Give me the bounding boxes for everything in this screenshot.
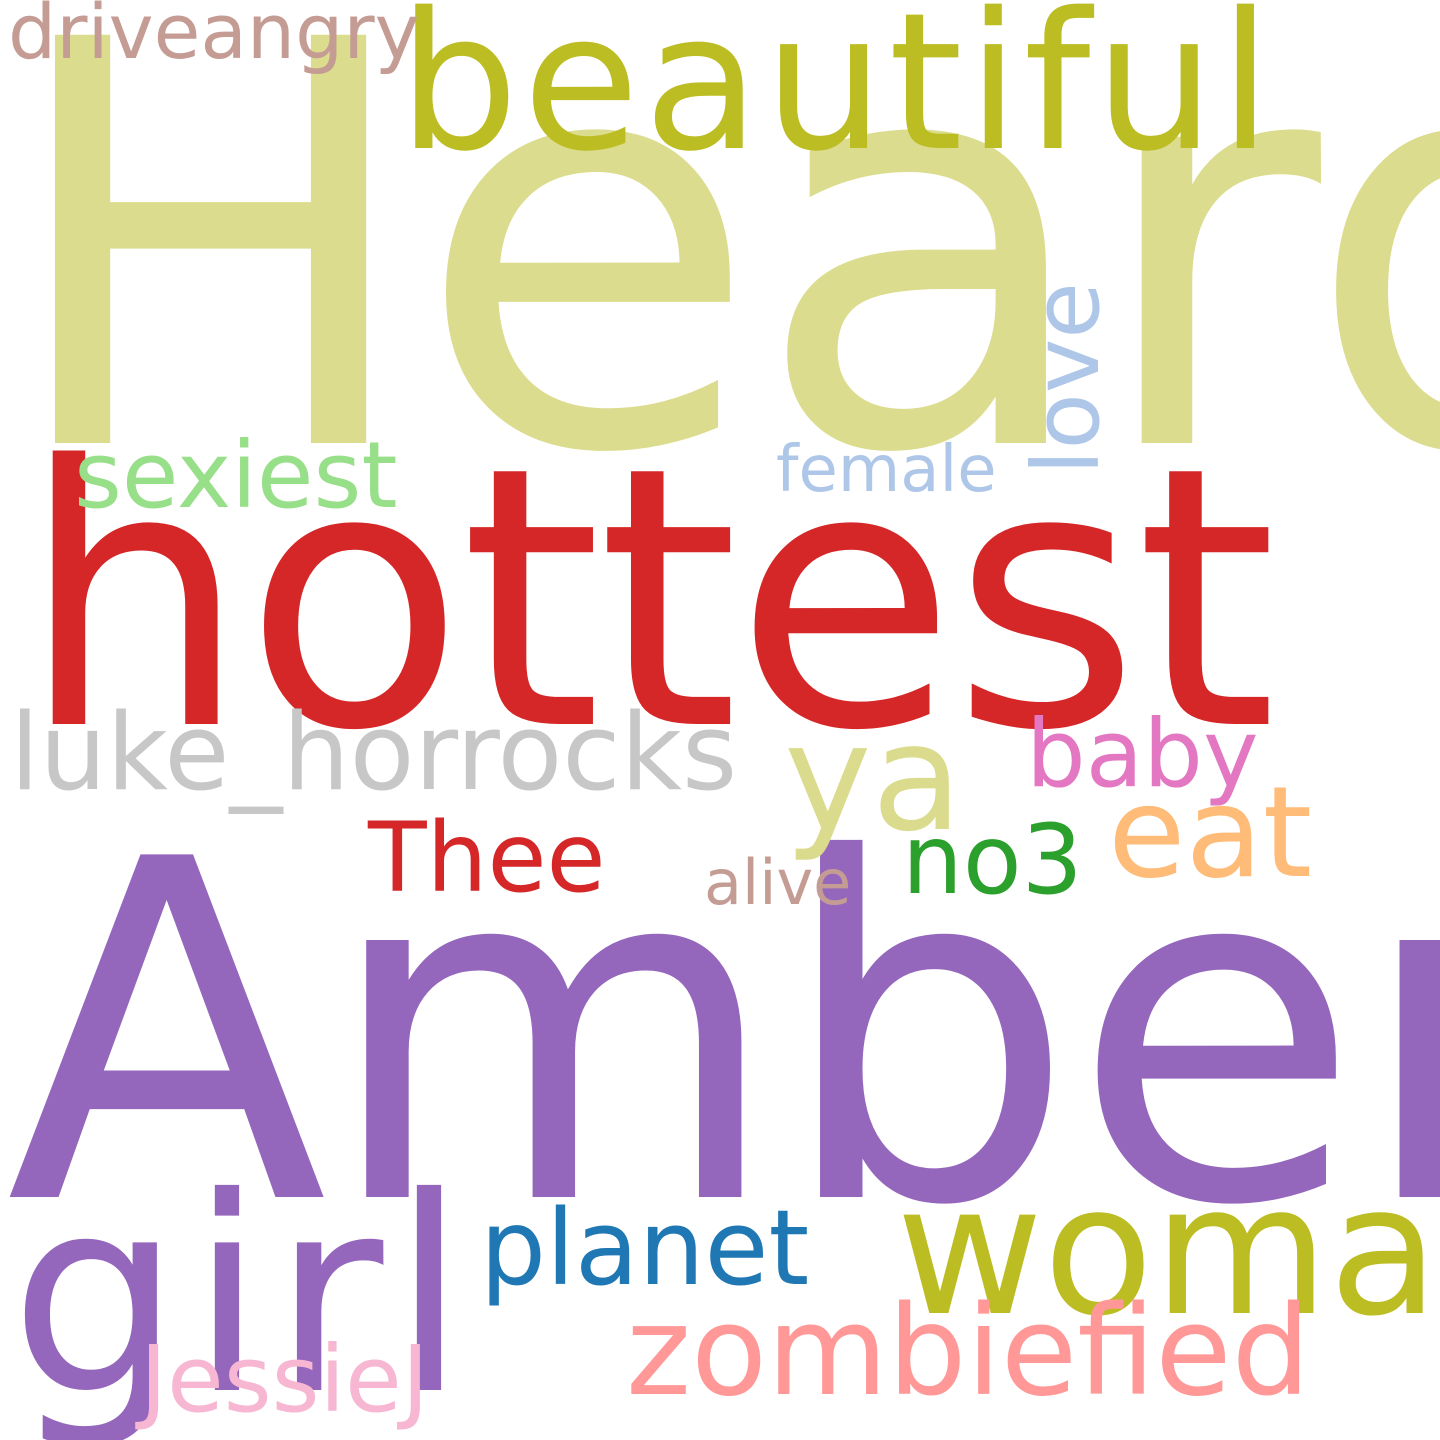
word-jessiej: JessieJ [140,1326,429,1433]
word-heard: Heard [0,0,1440,576]
word-beautiful: beautiful [398,0,1276,193]
word-alive: alive [704,846,852,919]
word-girl: girl [10,1139,475,1440]
word-zombiefied: zombiefied [626,1280,1311,1424]
word-luke-horrocks: luke_horrocks [10,691,738,814]
word-ya: ya [784,692,963,864]
word-woman: woman [896,1147,1440,1356]
word-love-svg: love [1013,282,1120,475]
word-hottest: hottest [20,390,1277,809]
word-thee: Thee [368,802,606,914]
word-baby: baby [1026,700,1259,809]
word-female: female [776,433,997,507]
word-amber: Amber [6,761,1440,1308]
word-eat: eat [1108,759,1313,906]
word-driveangry: driveangry [8,0,420,76]
word-planet: planet [480,1187,810,1309]
word-sexiest: sexiest [74,422,398,529]
word-love: love [1013,230,1120,480]
word-no3: no3 [902,804,1083,916]
word-love-text: love [1013,282,1120,475]
